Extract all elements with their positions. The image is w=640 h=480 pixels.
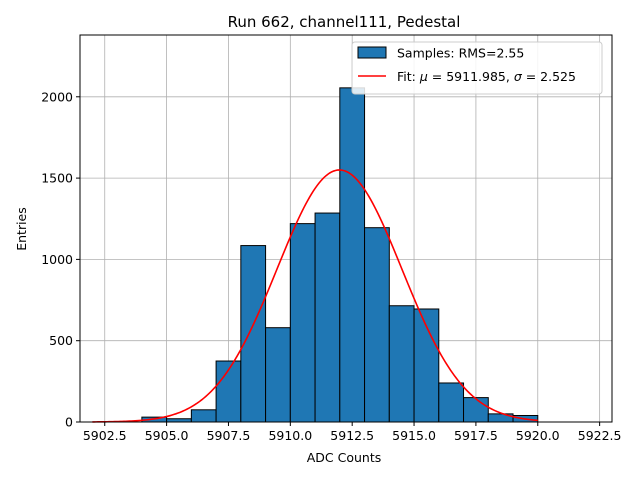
x-tick-label-7: 5920.0 <box>516 428 560 443</box>
y-tick-label-2: 1000 <box>41 252 73 267</box>
x-axis-ticks: 5902.5 5905.0 5907.5 5910.0 5912.5 5915.0 5917… <box>83 422 622 443</box>
plot-frame <box>79 34 613 423</box>
y-tick-label-4: 2000 <box>41 89 73 104</box>
legend-samples-swatch <box>357 46 387 59</box>
x-tick-label-8: 5922.5 <box>578 428 622 443</box>
y-tick-label-3: 1500 <box>41 171 73 186</box>
fit-curve <box>92 169 538 423</box>
chart-title: Run 662, channel111, Pedestal <box>228 13 461 31</box>
x-tick-label-3: 5910.0 <box>268 428 312 443</box>
legend-samples-label: Samples: RMS=2.55 <box>397 46 524 61</box>
histogram-bars <box>141 87 539 423</box>
histogram-bar-12 <box>438 382 465 423</box>
histogram-bar-7 <box>314 212 341 423</box>
histogram-bar-6 <box>289 223 316 423</box>
legend-box <box>351 41 603 95</box>
histogram-bar-13 <box>463 397 489 423</box>
legend-fit-label: Fit: μ = 5911.985, σ = 2.525 <box>397 69 576 84</box>
y-tick-label-1: 500 <box>49 333 73 348</box>
x-tick-label-0: 5902.5 <box>83 428 127 443</box>
x-tick-label-4: 5912.5 <box>330 428 374 443</box>
x-tick-label-5: 5915.0 <box>392 428 436 443</box>
x-axis-label: ADC Counts <box>307 450 382 465</box>
x-tick-label-2: 5907.5 <box>207 428 251 443</box>
histogram-bar-5 <box>265 327 291 423</box>
y-axis-ticks: 0 500 1000 1500 2000 <box>41 89 80 430</box>
y-axis-label: Entries <box>14 207 29 251</box>
legend: Samples: RMS=2.55 Fit: μ = 5911.985, σ =… <box>351 41 603 95</box>
histogram-bar-9 <box>364 227 390 423</box>
y-tick-label-0: 0 <box>65 415 73 430</box>
x-tick-label-1: 5905.0 <box>145 428 189 443</box>
histogram-bar-8 <box>339 87 366 423</box>
histogram-bar-10 <box>388 305 415 423</box>
x-tick-label-6: 5917.5 <box>454 428 498 443</box>
histogram-bar-4 <box>240 245 267 423</box>
histogram-bar-2 <box>190 409 217 423</box>
